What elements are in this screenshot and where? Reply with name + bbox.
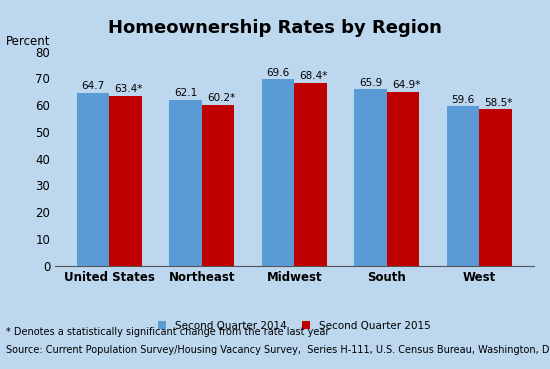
Text: 65.9: 65.9 <box>359 78 382 88</box>
Text: 64.9*: 64.9* <box>392 80 420 90</box>
Text: Percent: Percent <box>6 35 50 48</box>
Bar <box>447 106 480 266</box>
Text: 59.6: 59.6 <box>452 94 475 105</box>
Text: 60.2*: 60.2* <box>207 93 235 103</box>
Text: 69.6: 69.6 <box>266 68 290 78</box>
Text: 63.4*: 63.4* <box>114 85 142 94</box>
Text: * Denotes a statistically significant change from the rate last year: * Denotes a statistically significant ch… <box>6 327 329 337</box>
Bar <box>169 100 202 266</box>
Bar <box>202 105 234 266</box>
Bar <box>262 79 294 266</box>
Text: Homeownership Rates by Region: Homeownership Rates by Region <box>108 19 442 37</box>
Bar <box>77 93 109 266</box>
Bar <box>480 109 512 266</box>
Bar <box>387 92 419 266</box>
Text: 68.4*: 68.4* <box>299 71 328 81</box>
Legend: Second Quarter 2014, Second Quarter 2015: Second Quarter 2014, Second Quarter 2015 <box>155 318 433 334</box>
Bar <box>294 83 327 266</box>
Text: 58.5*: 58.5* <box>485 97 513 108</box>
Text: Source: Current Population Survey/Housing Vacancy Survey,  Series H-111, U.S. Ce: Source: Current Population Survey/Housin… <box>6 345 550 355</box>
Text: 62.1: 62.1 <box>174 88 197 98</box>
Text: 64.7: 64.7 <box>81 81 104 91</box>
Bar <box>109 96 141 266</box>
Bar <box>354 89 387 266</box>
